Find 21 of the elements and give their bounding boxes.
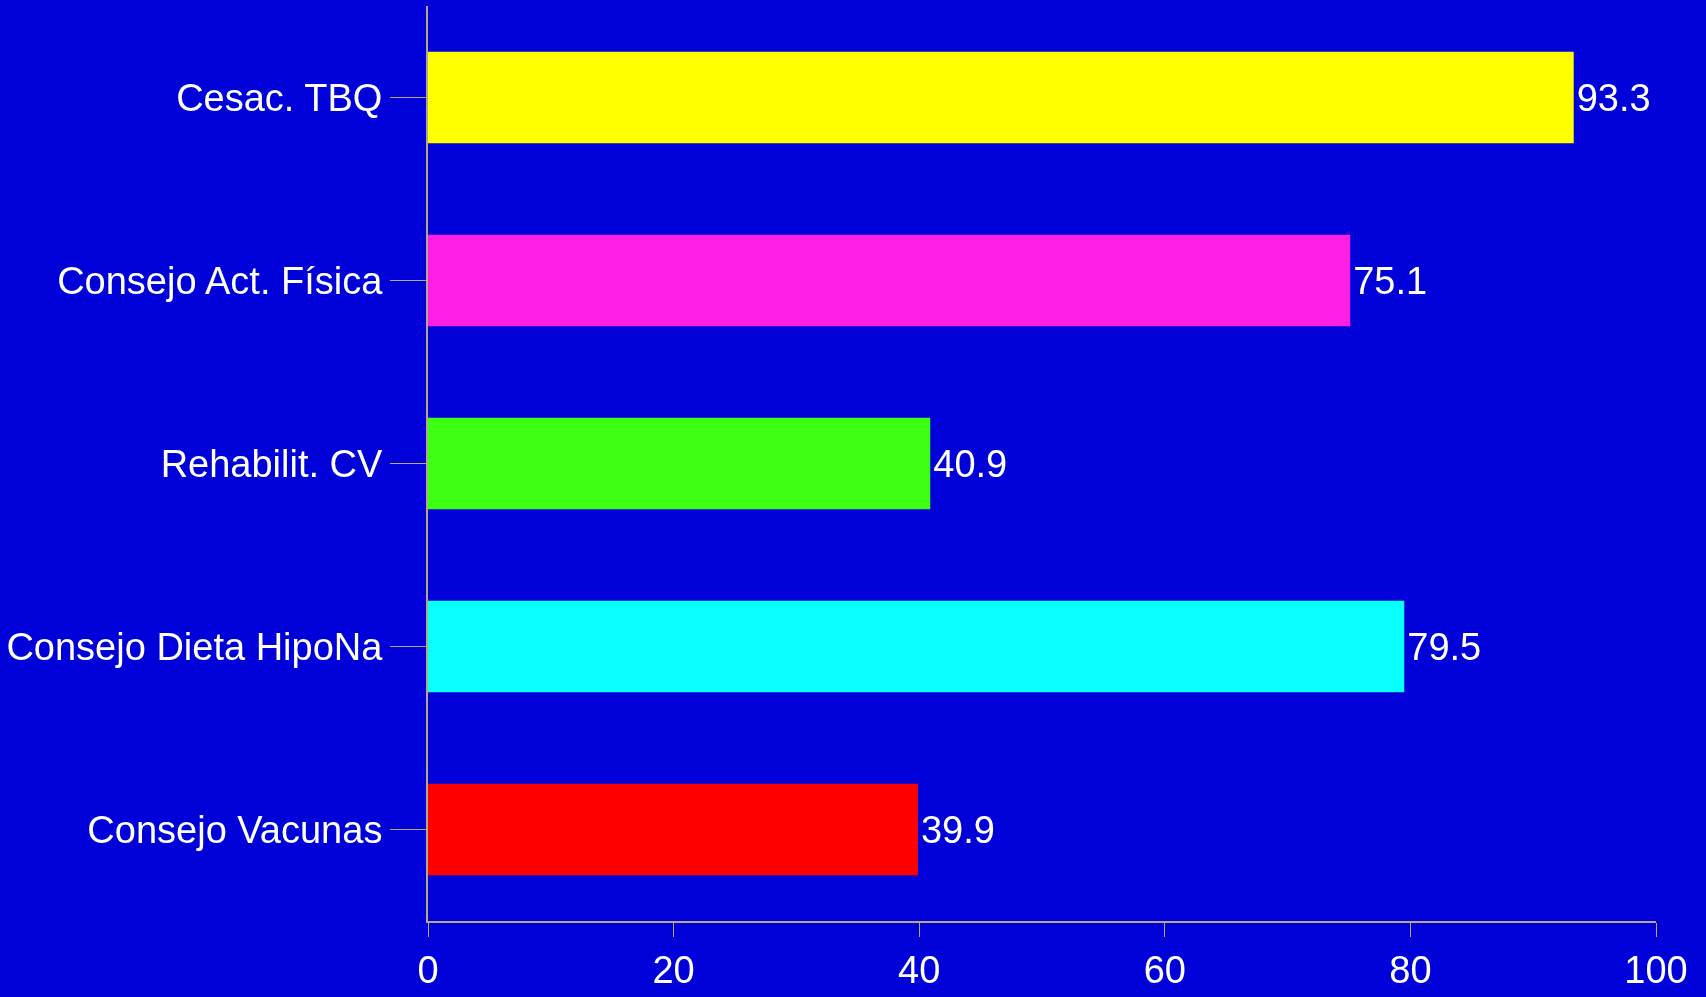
data-label: 39.9 xyxy=(920,808,995,851)
bar xyxy=(428,600,1405,693)
bar xyxy=(428,417,931,510)
x-tick-label: 60 xyxy=(1143,948,1186,991)
data-label: 93.3 xyxy=(1576,76,1651,119)
x-tick-label: 80 xyxy=(1389,948,1432,991)
y-tick-label: Cesac. TBQ xyxy=(176,76,383,119)
x-tick-label: 20 xyxy=(652,948,695,991)
x-tick-label: 0 xyxy=(417,948,439,991)
x-tick-label: 40 xyxy=(898,948,941,991)
y-tick-label: Rehabilit. CV xyxy=(160,442,384,485)
data-label: 75.1 xyxy=(1353,259,1428,302)
x-tick-label: 100 xyxy=(1624,948,1688,991)
data-label: 40.9 xyxy=(933,442,1008,485)
data-label: 79.5 xyxy=(1407,625,1482,668)
bar xyxy=(428,783,918,876)
y-tick-label: Consejo Dieta HipoNa xyxy=(6,625,384,668)
y-tick-label: Consejo Vacunas xyxy=(87,808,383,851)
bar xyxy=(428,234,1351,327)
y-tick-label: Consejo Act. Física xyxy=(57,259,384,302)
bar xyxy=(428,51,1574,144)
